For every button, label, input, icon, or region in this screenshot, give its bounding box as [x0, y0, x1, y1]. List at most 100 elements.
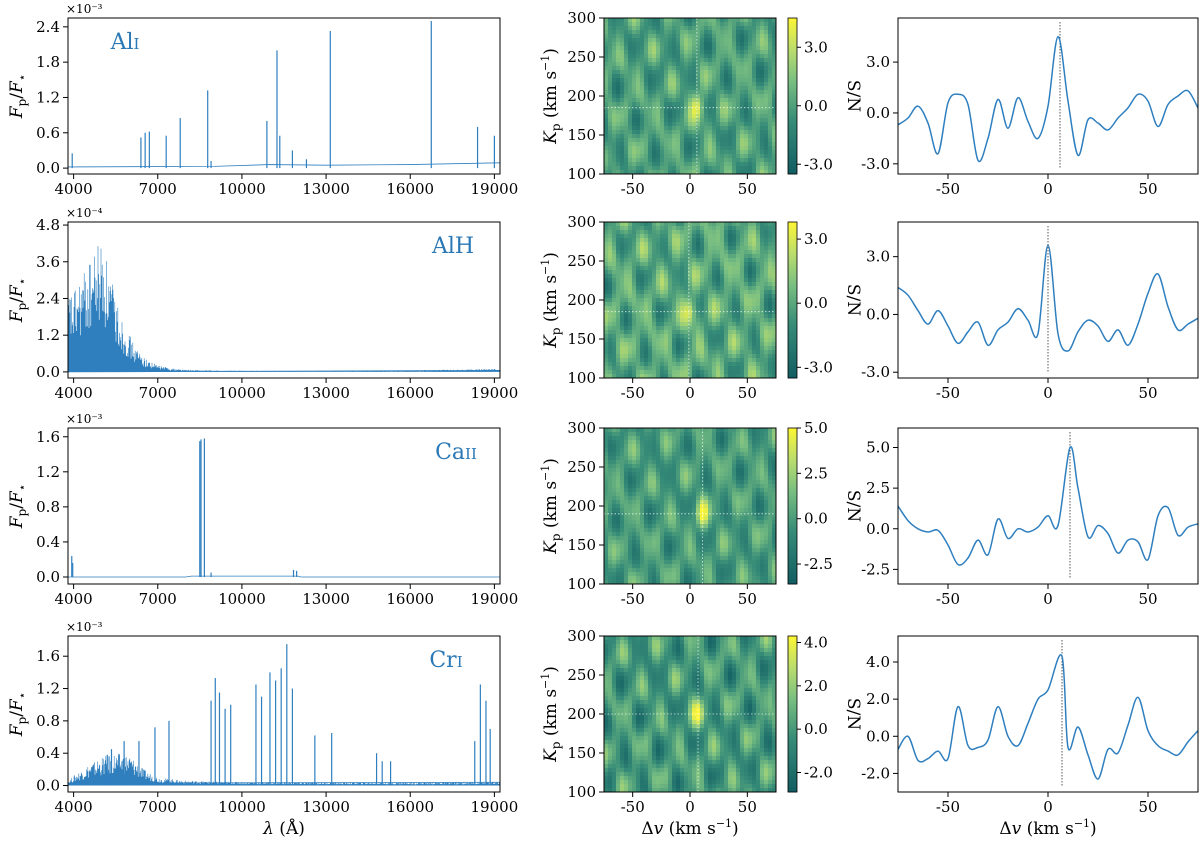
- map-cell: [656, 334, 660, 338]
- map-cell: [652, 452, 656, 456]
- map-cell: [612, 274, 616, 278]
- map-cell: [652, 22, 656, 26]
- map-cell: [624, 166, 628, 170]
- map-cell: [768, 504, 772, 508]
- map-ytick-label: 100: [567, 369, 596, 387]
- map-cell: [764, 468, 768, 472]
- map-cell: [692, 262, 696, 266]
- map-cell: [684, 532, 688, 536]
- map-cell: [760, 330, 764, 334]
- map-cell: [672, 110, 676, 114]
- map-cell: [632, 448, 636, 452]
- map-cell: [728, 326, 732, 330]
- map-cell: [612, 362, 616, 366]
- map-cell: [768, 34, 772, 38]
- map-cell: [612, 158, 616, 162]
- map-cell: [732, 126, 736, 130]
- map-cell: [660, 122, 664, 126]
- map-cell: [688, 448, 692, 452]
- map-cell: [704, 318, 708, 322]
- map-cell: [704, 278, 708, 282]
- map-cell: [616, 110, 620, 114]
- map-cell: [632, 298, 636, 302]
- map-cell: [736, 222, 740, 226]
- map-cell: [604, 432, 608, 436]
- map-cell: [648, 82, 652, 86]
- map-cell: [752, 114, 756, 118]
- map-cell: [732, 322, 736, 326]
- map-cell: [724, 122, 728, 126]
- map-cell: [676, 46, 680, 50]
- map-cell: [644, 162, 648, 166]
- map-cell: [712, 444, 716, 448]
- map-cell: [616, 354, 620, 358]
- map-cell: [632, 310, 636, 314]
- map-cell: [752, 282, 756, 286]
- map-cell: [652, 472, 656, 476]
- map-cell: [692, 230, 696, 234]
- map-cell: [668, 138, 672, 142]
- map-cell: [680, 544, 684, 548]
- map-cell: [628, 110, 632, 114]
- map-cell: [712, 138, 716, 142]
- map-cell: [676, 82, 680, 86]
- map-cell: [628, 460, 632, 464]
- map-cell: [716, 476, 720, 480]
- map-cell: [712, 532, 716, 536]
- map-cell: [748, 130, 752, 134]
- map-cell: [648, 338, 652, 342]
- map-cell: [672, 536, 676, 540]
- map-cell: [692, 326, 696, 330]
- map-cell: [712, 42, 716, 46]
- map-cell: [684, 440, 688, 444]
- map-cell: [740, 334, 744, 338]
- map-cell: [700, 106, 704, 110]
- map-cell: [624, 370, 628, 374]
- map-cell: [672, 428, 676, 432]
- map-cell: [764, 66, 768, 70]
- map-cell: [728, 334, 732, 338]
- map-ytick-label: 300: [567, 213, 596, 231]
- map-cell: [716, 516, 720, 520]
- map-cell: [668, 318, 672, 322]
- map-cell: [752, 270, 756, 274]
- map-cell: [692, 162, 696, 166]
- map-cell: [764, 306, 768, 310]
- colorbar-segment: [788, 73, 797, 76]
- map-cell: [640, 18, 644, 22]
- map-cell: [724, 102, 728, 106]
- map-cell: [720, 102, 724, 106]
- map-ytick-label: 250: [567, 252, 596, 270]
- map-cell: [744, 106, 748, 110]
- map-cell: [716, 98, 720, 102]
- map-cell: [628, 26, 632, 30]
- map-cell: [720, 26, 724, 30]
- map-cell: [756, 258, 760, 262]
- map-cell: [740, 516, 744, 520]
- map-cell: [608, 146, 612, 150]
- map-cell: [648, 46, 652, 50]
- map-cell: [716, 258, 720, 262]
- map-cell: [740, 310, 744, 314]
- map-cell: [764, 238, 768, 242]
- map-cell: [716, 322, 720, 326]
- map-cell: [728, 366, 732, 370]
- map-cell: [640, 516, 644, 520]
- map-cell: [752, 302, 756, 306]
- map-cell: [624, 230, 628, 234]
- map-cell: [708, 472, 712, 476]
- map-cell: [740, 496, 744, 500]
- map-cell: [616, 436, 620, 440]
- map-cell: [692, 362, 696, 366]
- map-cell: [628, 484, 632, 488]
- map-cell: [756, 138, 760, 142]
- map-cell: [632, 138, 636, 142]
- map-cell: [644, 444, 648, 448]
- map-cell: [704, 500, 708, 504]
- map-cell: [732, 246, 736, 250]
- map-cell: [728, 274, 732, 278]
- map-cell: [720, 314, 724, 318]
- map-cell: [648, 436, 652, 440]
- map-cell: [708, 46, 712, 50]
